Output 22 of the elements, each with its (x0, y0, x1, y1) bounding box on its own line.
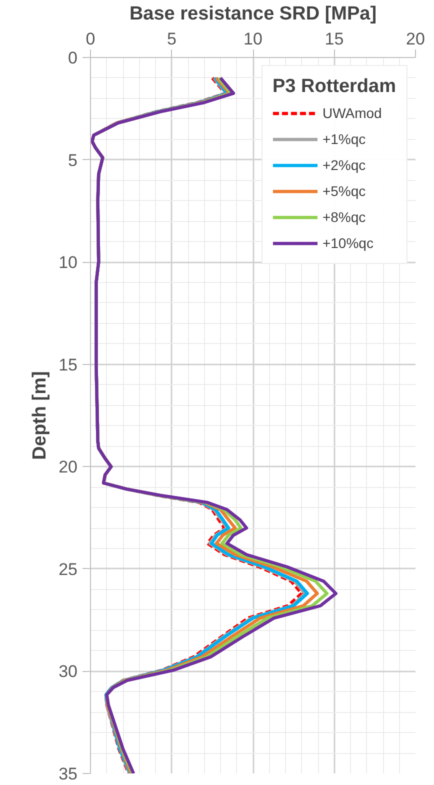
x-tick-label: 15 (324, 30, 344, 48)
y-tick-label: 35 (58, 764, 78, 784)
y-tick-label: 5 (68, 150, 78, 170)
legend-label: +5%qc (322, 183, 366, 199)
x-axis-title: Base resistance SRD [MPa] (129, 4, 377, 24)
legend-label: +2%qc (322, 157, 366, 173)
x-tick-label: 0 (86, 30, 96, 48)
y-tick-label: 0 (68, 48, 78, 68)
legend-title: P3 Rotterdam (272, 76, 396, 98)
y-tick-label: 20 (58, 458, 78, 477)
y-tick-label: 30 (58, 662, 78, 682)
y-tick-label: 10 (58, 253, 78, 272)
y-tick-label: 15 (58, 355, 78, 374)
y-axis-title: Depth [m] (30, 371, 51, 460)
legend-label: UWAmod (322, 105, 382, 121)
x-tick-label: 10 (244, 30, 262, 48)
y-tick-label: 25 (58, 560, 78, 579)
legend-label: +1%qc (322, 131, 366, 147)
x-tick-label: 20 (406, 30, 425, 48)
legend-label: +8%qc (322, 209, 366, 225)
legend-label: +10%qc (322, 235, 374, 251)
x-tick-label: 5 (167, 30, 176, 48)
